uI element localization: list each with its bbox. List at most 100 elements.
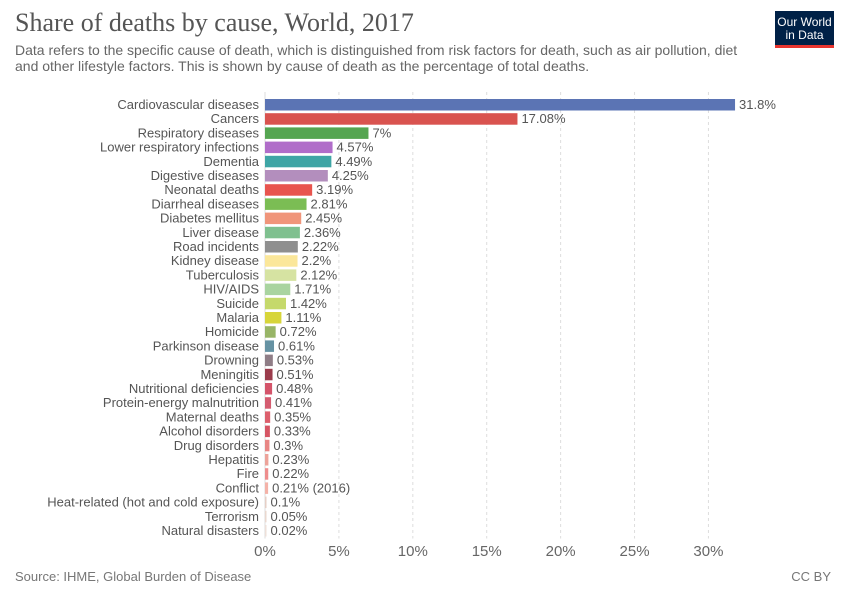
category-label: Cancers (211, 111, 260, 126)
category-label: Alcohol disorders (159, 424, 259, 439)
category-label: Maternal deaths (166, 409, 260, 424)
bar (265, 340, 275, 352)
bar (265, 454, 269, 466)
category-label: Lower respiratory infections (100, 140, 259, 155)
bar (265, 255, 298, 267)
category-label: Neonatal deaths (164, 182, 259, 197)
category-label: Hepatitis (208, 452, 259, 467)
category-label: Meningitis (200, 367, 259, 382)
category-label: HIV/AIDS (203, 282, 259, 297)
category-label: Fire (237, 466, 259, 481)
bar (265, 113, 518, 125)
value-label: 0.41% (275, 395, 312, 410)
value-label: 1.42% (290, 296, 327, 311)
value-label: 7% (372, 125, 391, 140)
value-label: 0.3% (273, 438, 303, 453)
bar (265, 297, 286, 310)
value-label: 2.81% (311, 196, 348, 211)
bar-chart: 0% 5% 10% 15% 20% 25% 30% Cardiovascular diseas… (47, 92, 776, 560)
logo-line-2: in Data (785, 28, 824, 42)
value-label: 2.36% (304, 225, 341, 240)
bar (265, 482, 269, 494)
bar (265, 354, 273, 367)
bar (265, 368, 273, 381)
category-label: Terrorism (205, 509, 259, 524)
bar (265, 496, 267, 509)
category-label: Cardiovascular diseases (117, 97, 259, 112)
value-label: 0.33% (274, 424, 311, 439)
bar (265, 212, 302, 225)
value-label: 2.22% (302, 239, 339, 254)
x-tick-label: 25% (620, 543, 650, 560)
bar (265, 312, 282, 324)
bar (265, 226, 300, 239)
bar (265, 99, 736, 111)
source-note[interactable]: Source: IHME, Global Burden of Disease (15, 569, 252, 584)
bar (265, 468, 269, 480)
value-label: 0.53% (277, 353, 314, 368)
value-label: 0.35% (274, 409, 311, 424)
bar (265, 155, 332, 168)
value-label: 0.05% (271, 509, 308, 524)
category-label: Parkinson disease (153, 338, 259, 353)
value-label: 0.22% (272, 466, 309, 481)
logo-line-1: Our World (777, 15, 832, 29)
value-label: 2.12% (300, 267, 337, 282)
x-tick-label: 15% (472, 543, 502, 560)
category-label: Tuberculosis (186, 267, 260, 282)
bar (265, 411, 271, 423)
value-label: 2.45% (305, 211, 342, 226)
value-label: 1.11% (285, 310, 321, 325)
bar (265, 439, 270, 452)
category-label: Road incidents (173, 239, 259, 254)
value-label: 4.25% (332, 168, 369, 183)
bar (265, 397, 272, 409)
value-label: 17.08% (521, 111, 566, 126)
value-label: 0.1% (271, 495, 301, 510)
value-label: 0.23% (272, 452, 309, 467)
category-label: Diabetes mellitus (160, 211, 259, 226)
value-label: 31.8% (739, 97, 776, 112)
bar (265, 127, 369, 139)
bar (265, 326, 276, 338)
category-label: Conflict (216, 480, 260, 495)
bar (265, 269, 297, 281)
bar (265, 198, 307, 210)
value-label: 3.19% (316, 182, 353, 197)
value-label: 0.02% (271, 523, 308, 538)
category-label: Drug disorders (174, 438, 260, 453)
bar (265, 170, 328, 182)
value-label: 4.57% (337, 140, 374, 155)
x-tick-label: 0% (254, 543, 276, 560)
bar (265, 241, 298, 253)
category-label: Liver disease (182, 225, 259, 240)
value-label: 0.51% (277, 367, 314, 382)
bar (265, 283, 291, 296)
x-tick-label: 10% (398, 543, 428, 560)
category-label: Nutritional deficiencies (129, 381, 260, 396)
value-label: 1.71% (294, 282, 331, 297)
category-label: Kidney disease (171, 253, 259, 268)
category-label: Digestive diseases (151, 168, 260, 183)
category-label: Respiratory diseases (138, 125, 260, 140)
x-tick-label: 5% (328, 543, 350, 560)
category-label: Diarrheal diseases (151, 196, 259, 211)
license-note[interactable]: CC BY (791, 569, 831, 584)
category-label: Natural disasters (161, 523, 259, 538)
category-label: Heat-related (hot and cold exposure) (47, 495, 259, 510)
chart-title: Share of deaths by cause, World, 2017 (15, 8, 414, 37)
value-label: 0.72% (280, 324, 317, 339)
owid-logo[interactable]: Our World in Data (775, 11, 834, 48)
bar (265, 141, 333, 154)
category-label: Suicide (216, 296, 259, 311)
value-label: 0.21% (2016) (272, 480, 350, 495)
bar (265, 184, 313, 196)
value-label: 0.48% (276, 381, 313, 396)
bar (265, 383, 273, 395)
x-tick-label: 20% (546, 543, 576, 560)
bar (265, 510, 267, 523)
chart-subtitle: Data refers to the specific cause of dea… (15, 42, 738, 74)
category-label: Homicide (205, 324, 259, 339)
bar (265, 425, 270, 438)
category-label: Drowning (204, 353, 259, 368)
